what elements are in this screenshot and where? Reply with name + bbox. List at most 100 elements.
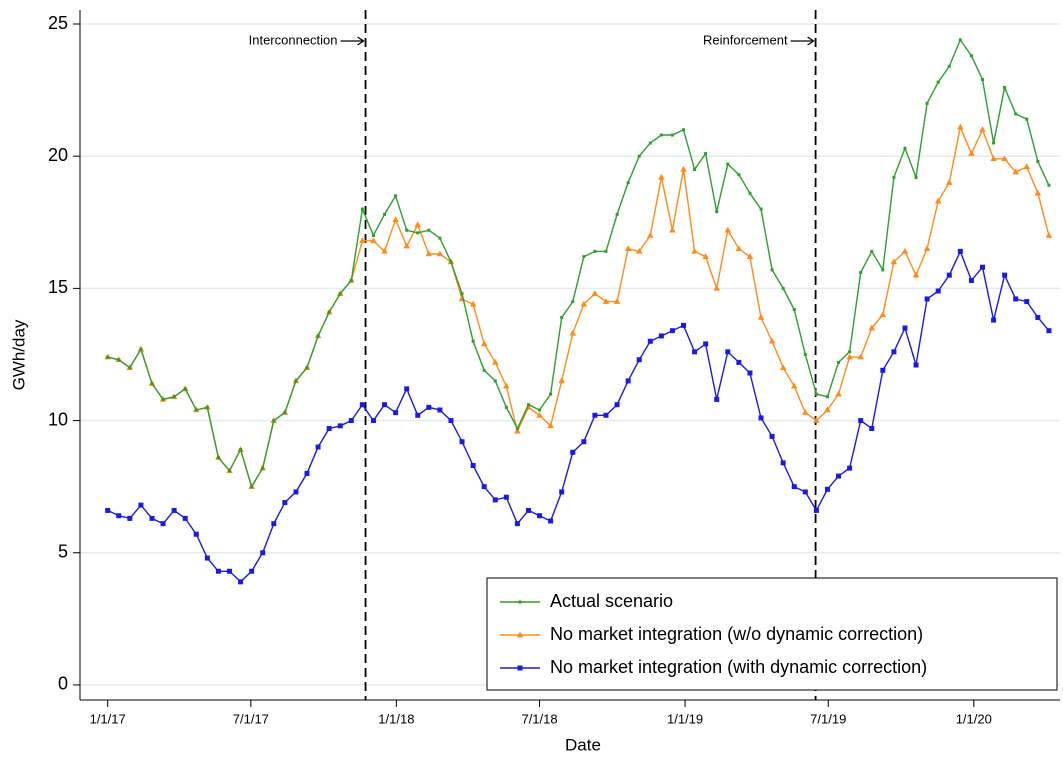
- marker: [160, 521, 166, 527]
- marker: [416, 231, 420, 235]
- marker: [560, 315, 564, 319]
- marker: [382, 402, 388, 408]
- marker: [669, 226, 676, 233]
- marker: [504, 405, 508, 409]
- marker: [570, 449, 576, 455]
- marker: [327, 310, 331, 314]
- marker: [881, 268, 885, 272]
- marker: [558, 377, 565, 384]
- marker: [814, 392, 818, 396]
- marker: [481, 484, 487, 490]
- marker: [857, 353, 864, 360]
- marker: [935, 288, 941, 294]
- marker: [536, 411, 543, 418]
- marker: [779, 364, 787, 370]
- marker: [802, 409, 809, 415]
- marker: [238, 579, 244, 585]
- marker: [514, 521, 520, 527]
- marker: [659, 133, 663, 137]
- marker: [371, 234, 375, 238]
- marker: [571, 300, 575, 304]
- marker: [1013, 296, 1019, 302]
- marker: [635, 247, 643, 254]
- marker: [1047, 183, 1051, 187]
- marker: [149, 515, 155, 521]
- marker: [680, 165, 687, 172]
- marker: [637, 154, 641, 158]
- marker: [903, 146, 907, 150]
- marker: [890, 258, 898, 265]
- marker: [491, 358, 499, 365]
- marker: [516, 631, 524, 638]
- marker: [1003, 85, 1007, 89]
- marker: [691, 247, 698, 254]
- marker: [580, 300, 588, 307]
- marker: [759, 207, 763, 211]
- x-tick-label: 1/1/19: [667, 711, 703, 726]
- marker: [548, 518, 554, 524]
- marker: [161, 397, 165, 401]
- marker: [261, 466, 265, 470]
- legend-label: No market integration (w/o dynamic corre…: [550, 624, 923, 644]
- marker: [403, 242, 410, 249]
- marker: [150, 382, 154, 386]
- marker: [725, 349, 731, 355]
- marker: [405, 228, 409, 232]
- event-arrowhead: [357, 36, 365, 46]
- marker: [315, 444, 321, 450]
- marker: [515, 426, 519, 430]
- legend-label: Actual scenario: [550, 591, 673, 611]
- marker: [968, 277, 974, 283]
- marker: [914, 175, 918, 179]
- marker: [658, 333, 664, 339]
- marker: [790, 382, 798, 389]
- marker: [669, 328, 675, 334]
- marker: [538, 408, 542, 412]
- marker: [1023, 163, 1031, 170]
- marker: [957, 123, 964, 130]
- marker: [846, 353, 853, 360]
- marker: [925, 101, 929, 105]
- marker: [624, 245, 632, 252]
- marker: [138, 502, 144, 508]
- marker: [549, 392, 553, 396]
- marker: [171, 507, 177, 513]
- x-axis-label: Date: [565, 735, 601, 754]
- marker: [460, 292, 464, 296]
- marker: [979, 264, 985, 270]
- marker: [647, 338, 653, 344]
- marker: [648, 141, 652, 145]
- marker: [172, 395, 176, 399]
- marker: [646, 232, 654, 238]
- marker: [381, 247, 388, 254]
- marker: [825, 395, 829, 399]
- series-line: [107, 38, 1050, 489]
- x-tick-label: 7/1/18: [521, 711, 557, 726]
- marker: [891, 349, 897, 355]
- marker: [692, 349, 698, 355]
- marker: [703, 341, 709, 347]
- marker: [902, 325, 908, 331]
- marker: [780, 460, 786, 466]
- marker: [746, 253, 754, 259]
- marker: [337, 423, 343, 429]
- marker: [615, 212, 619, 216]
- marker: [1046, 328, 1052, 334]
- marker: [359, 237, 366, 244]
- marker: [858, 418, 864, 424]
- marker: [892, 175, 896, 179]
- marker: [802, 489, 808, 495]
- marker: [714, 396, 720, 402]
- x-tick-label: 1/1/18: [378, 711, 414, 726]
- marker: [215, 568, 221, 574]
- marker: [304, 470, 310, 476]
- marker: [239, 448, 243, 452]
- marker: [437, 407, 443, 413]
- marker: [471, 339, 475, 343]
- marker: [736, 359, 742, 365]
- marker: [803, 352, 807, 356]
- marker: [859, 271, 863, 275]
- marker: [503, 382, 510, 389]
- legend-label: No market integration (with dynamic corr…: [550, 657, 927, 677]
